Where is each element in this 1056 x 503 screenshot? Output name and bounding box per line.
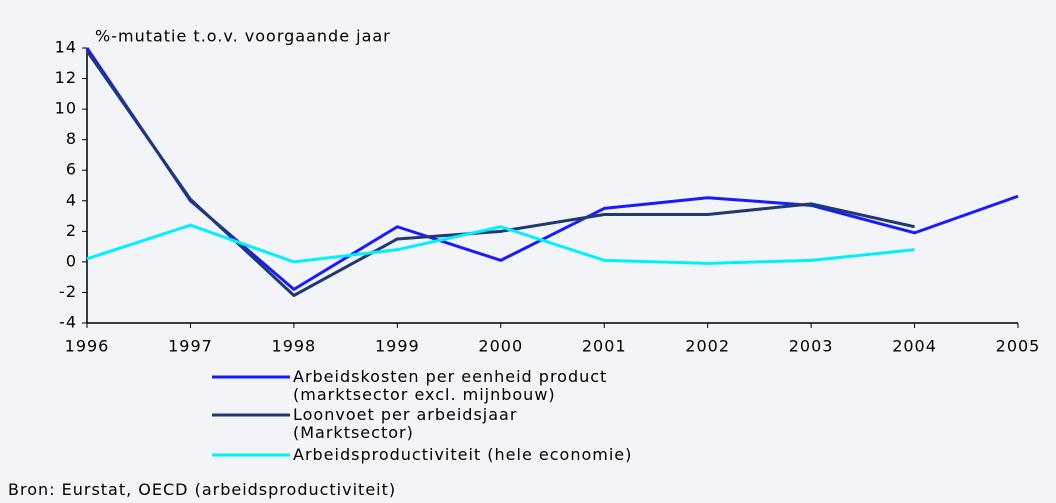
x-tick-label: 2002 <box>685 337 730 356</box>
x-tick-label: 1998 <box>272 337 317 356</box>
x-tick-label: 2001 <box>582 337 627 356</box>
y-tick-label: 0 <box>66 251 77 270</box>
y-tick-label: -4 <box>59 313 77 332</box>
legend-label: Arbeidsproductiviteit (hele economie) <box>293 445 633 464</box>
y-tick-label: 12 <box>55 68 77 87</box>
y-tick-label: 10 <box>55 99 77 118</box>
series-line <box>85 50 915 297</box>
source: Bron: Eurstat, OECD (arbeidsproductivite… <box>8 480 397 499</box>
x-tick-label: 1999 <box>375 337 420 356</box>
y-tick-label: 6 <box>66 160 77 179</box>
y-tick-label: 8 <box>66 129 77 148</box>
x-tick-label: 2000 <box>478 337 523 356</box>
legend-label: Arbeidskosten per eenheid product (markt… <box>293 367 608 404</box>
x-tick-label: 1997 <box>168 337 213 356</box>
y-tick-label: 4 <box>66 190 77 209</box>
x-tick-label: 2005 <box>996 337 1041 356</box>
series-line <box>86 223 915 265</box>
legend-label: Loonvoet per arbeidsjaar (Marktsector) <box>293 405 518 442</box>
y-tick-label: 2 <box>66 221 77 240</box>
y-tick-label: -2 <box>59 282 77 301</box>
y-axis-label: %-mutatie t.o.v. voorgaande jaar <box>95 27 391 46</box>
x-tick-label: 2003 <box>789 337 834 356</box>
x-tick-label: 1996 <box>65 337 110 356</box>
x-tick-label: 2004 <box>892 337 937 356</box>
y-tick-label: 14 <box>55 38 77 57</box>
